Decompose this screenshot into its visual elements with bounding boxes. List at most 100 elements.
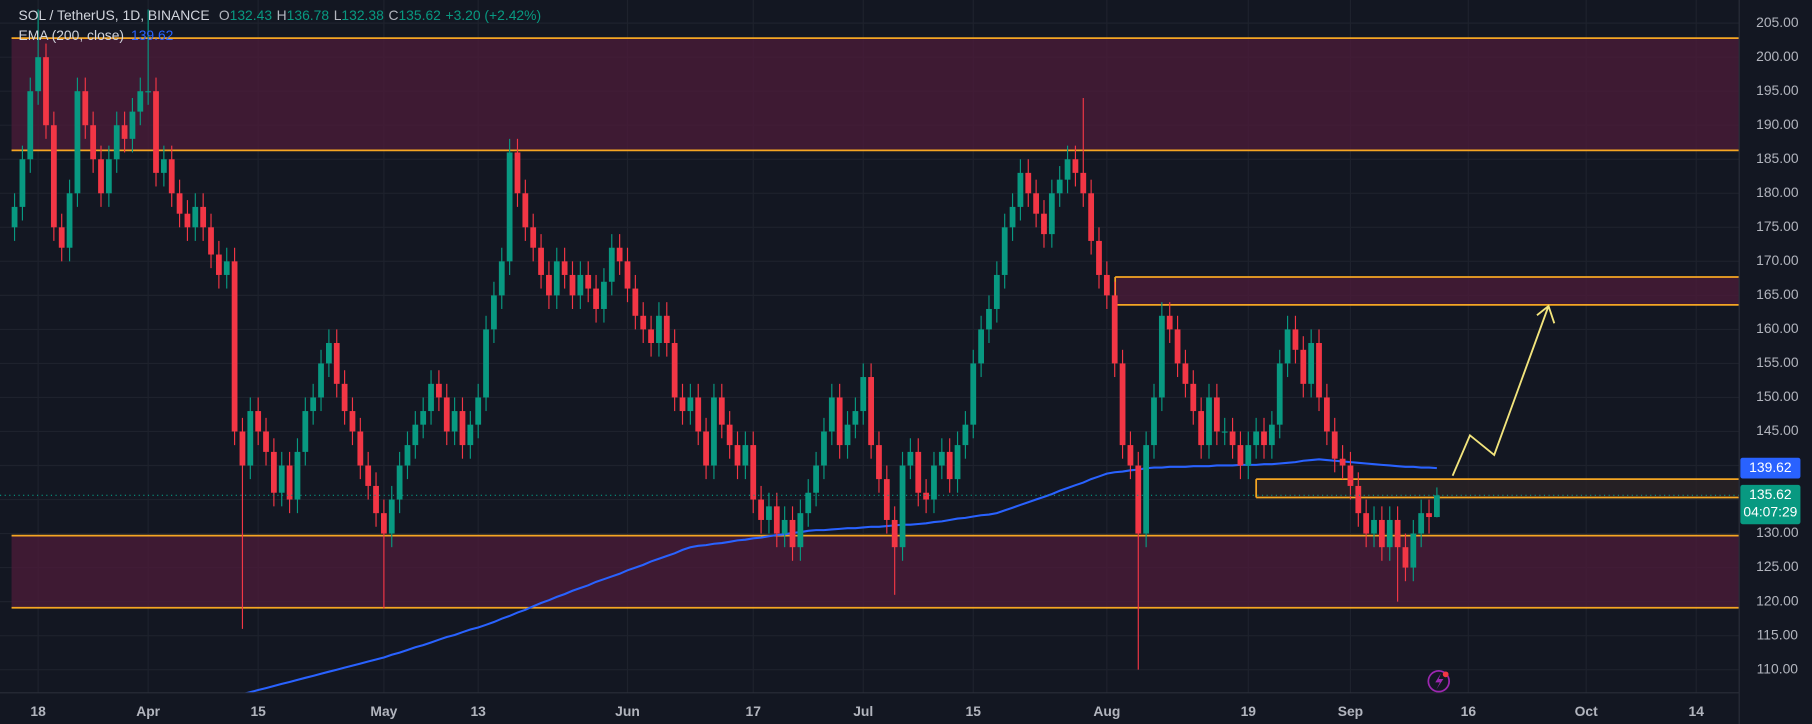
candle-body (270, 451, 277, 493)
candle-body (1410, 533, 1417, 568)
candle-body (726, 424, 733, 446)
candle-body (860, 377, 867, 412)
candle-body (1158, 315, 1165, 398)
candle-body (1072, 159, 1079, 173)
x-tick-label: Sep (1338, 703, 1363, 719)
candle-body (986, 308, 992, 330)
candle-body (1206, 397, 1212, 446)
candle-body (915, 451, 922, 493)
change: +3.20 (+2.42%) (446, 7, 542, 23)
candle-body (1080, 172, 1087, 194)
ohlc-key: O (219, 7, 230, 23)
candle-body (805, 492, 812, 514)
candle-body (1331, 431, 1338, 459)
candle-body (467, 424, 474, 446)
candle-body (907, 451, 914, 466)
candle-body (1056, 179, 1063, 194)
candle-body (459, 411, 466, 446)
candle-body (145, 91, 152, 93)
candle-body (137, 91, 144, 112)
candle-body (436, 383, 442, 398)
candle-body (310, 397, 317, 412)
candle-body (1237, 445, 1244, 466)
candle-body (286, 465, 293, 500)
x-tick-label: Apr (136, 703, 160, 719)
candle-body (27, 91, 34, 160)
candle-body (184, 213, 191, 228)
candle-body (656, 315, 662, 344)
candle-body (553, 261, 560, 296)
ohlc-key: C (388, 7, 398, 23)
candle-body (420, 411, 427, 425)
candle-body (938, 451, 945, 466)
candle-body (1284, 329, 1291, 364)
candle-body (1292, 329, 1299, 350)
candle-body (168, 159, 175, 194)
candle-body (98, 159, 104, 194)
alert-icon[interactable] (1427, 670, 1451, 693)
y-tick-label: 195.00 (1756, 82, 1799, 98)
candle-body (773, 506, 780, 534)
candle-body (789, 519, 796, 548)
ohlc-value: 136.78 (287, 7, 330, 23)
candle-body (341, 383, 348, 412)
candle-body (514, 152, 521, 194)
candle-body (1041, 213, 1047, 235)
last-price-tag (1740, 484, 1801, 525)
candle-body (396, 465, 403, 500)
indicator-value: 139.62 (131, 26, 174, 42)
candle-body (1182, 363, 1189, 384)
candle-body (601, 281, 607, 309)
y-tick-label: 200.00 (1756, 48, 1799, 64)
candle-body (1426, 513, 1432, 518)
candle-body (263, 431, 269, 452)
y-tick-label: 205.00 (1756, 14, 1799, 30)
candle-body (836, 397, 843, 446)
candle-body (223, 261, 230, 275)
candle-body (1323, 397, 1330, 432)
candle-body (1221, 431, 1228, 433)
candle-body (82, 91, 89, 126)
y-tick-label: 185.00 (1756, 150, 1799, 166)
candle-body (1119, 363, 1126, 446)
candle-body (1371, 519, 1377, 534)
candle-body (50, 125, 57, 228)
ohlc-key: H (277, 7, 287, 23)
candle-body (648, 329, 654, 344)
candle-body (333, 343, 340, 384)
candle-body (1025, 172, 1032, 194)
symbol: SOL / TetherUS, 1D, BINANCE (18, 7, 209, 23)
candle-body (546, 274, 552, 296)
candle-body (1127, 445, 1134, 466)
ohlc-key: L (334, 7, 342, 23)
candle-body (105, 159, 112, 194)
candle-body (43, 57, 49, 126)
candle-body (1300, 349, 1307, 384)
x-tick-label: Oct (1575, 703, 1598, 719)
candle-body (483, 329, 489, 398)
x-tick-label: 19 (1241, 703, 1257, 719)
candle-body (498, 261, 505, 296)
candle-body (451, 411, 458, 432)
y-tick-label: 120.00 (1756, 592, 1799, 608)
candle-body (828, 397, 835, 432)
candle-body (1418, 513, 1425, 534)
candle-body (35, 57, 42, 92)
candle-body (231, 261, 238, 432)
candle-body (318, 363, 324, 398)
zone (11, 38, 1740, 151)
candle-body (1166, 315, 1173, 330)
arrow-head (1536, 304, 1556, 324)
y-tick-label: 145.00 (1756, 422, 1799, 438)
candle-body (663, 315, 670, 344)
x-tick-label: 13 (470, 703, 486, 719)
candle-body (491, 295, 497, 330)
candle-body (404, 445, 411, 466)
candle-body (671, 343, 678, 398)
candle-body (1174, 329, 1181, 364)
candle-body (679, 397, 686, 412)
candle-body (1316, 343, 1322, 398)
candle-body (1433, 495, 1440, 518)
y-tick-label: 170.00 (1756, 252, 1799, 268)
candle-body (923, 492, 929, 500)
